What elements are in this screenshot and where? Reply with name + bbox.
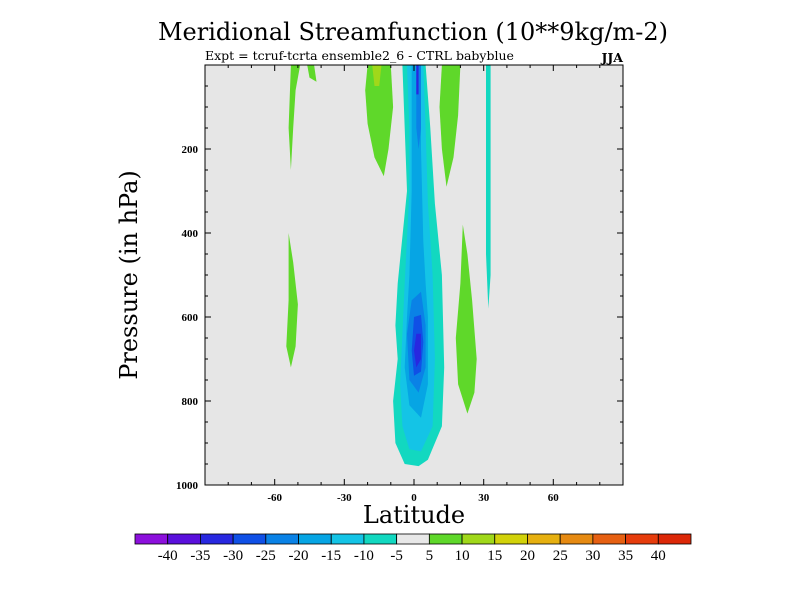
colorbar-swatch — [657, 533, 692, 545]
colorbar-label: -25 — [256, 548, 276, 564]
colorbar-label: -35 — [190, 548, 210, 564]
colorbar-swatch — [559, 533, 594, 545]
chart-title: Meridional Streamfunction (10**9kg/m-2) — [158, 18, 668, 46]
y-tick-label: 600 — [182, 312, 199, 324]
colorbar-swatch — [363, 533, 398, 545]
x-axis-label: Latitude — [363, 501, 465, 529]
x-tick-label: -60 — [267, 492, 282, 504]
colorbar-swatch — [200, 533, 234, 545]
x-tick-label: -30 — [337, 492, 352, 504]
colorbar-swatch — [265, 533, 299, 545]
colorbar-label: -30 — [223, 548, 243, 564]
y-axis-label: Pressure (in hPa) — [115, 170, 143, 380]
x-tick-label: 60 — [548, 492, 560, 504]
contour-neg-35-lower — [414, 333, 421, 368]
colorbar-swatch — [167, 533, 201, 545]
colorbar-swatch — [461, 533, 496, 545]
y-tick-label: 200 — [182, 144, 199, 156]
colorbar-swatch — [298, 533, 332, 545]
contour-pos-south-mid — [286, 233, 298, 368]
colorbar-label: 20 — [520, 548, 535, 564]
contour-pos-south-upper-b — [307, 65, 317, 82]
colorbar-swatch — [625, 533, 659, 545]
colorbar-swatch — [396, 533, 430, 545]
colorbar-label: 10 — [455, 548, 470, 564]
colorbar-label: -5 — [390, 548, 403, 564]
colorbar-swatch — [494, 533, 528, 545]
y-tick-label: 400 — [182, 228, 199, 240]
colorbar: -40 -35 -30 -25 -20 -15 -10 -5 5 10 15 20 25 30 35 40 — [134, 533, 692, 564]
contour-fills — [286, 65, 491, 467]
chart-subtitle: Expt = tcruf-tcrta ensemble2_6 - CTRL ba… — [205, 48, 514, 63]
colorbar-swatch — [330, 533, 365, 545]
contour-pos-north-upper — [439, 65, 461, 187]
contour-pos-north-mid — [455, 224, 477, 414]
colorbar-label: 40 — [651, 548, 666, 564]
colorbar-label: 30 — [585, 548, 600, 564]
colorbar-swatch — [592, 533, 626, 545]
x-tick-label: 30 — [478, 492, 490, 504]
contour-pos-eq-upper — [365, 65, 394, 177]
colorbar-swatch — [134, 533, 169, 545]
colorbar-label: 15 — [487, 548, 502, 564]
colorbar-label: 25 — [553, 548, 568, 564]
colorbar-label: -10 — [354, 548, 374, 564]
colorbar-label: 35 — [618, 548, 633, 564]
colorbar-swatch — [428, 533, 463, 545]
colorbar-swatch — [527, 533, 561, 545]
y-tick-label: 1000 — [176, 480, 199, 492]
plot-area — [204, 64, 624, 486]
contour-pos-eq-upper-15 — [372, 65, 382, 86]
season-label: JJA — [600, 50, 623, 65]
contour-neg-30-upper — [416, 65, 419, 95]
contour-neg-north-strip — [486, 65, 491, 309]
x-tick-label: 0 — [411, 492, 417, 504]
colorbar-label: -15 — [321, 548, 341, 564]
colorbar-label: 5 — [426, 548, 434, 564]
y-tick-label: 800 — [182, 396, 199, 408]
colorbar-label: -40 — [158, 548, 178, 564]
colorbar-label: -20 — [289, 548, 309, 564]
contour-pos-south-upper — [288, 65, 301, 170]
axes: 200 400 600 800 1000 -60 -30 0 30 60 — [176, 64, 624, 504]
colorbar-swatch — [232, 533, 267, 545]
